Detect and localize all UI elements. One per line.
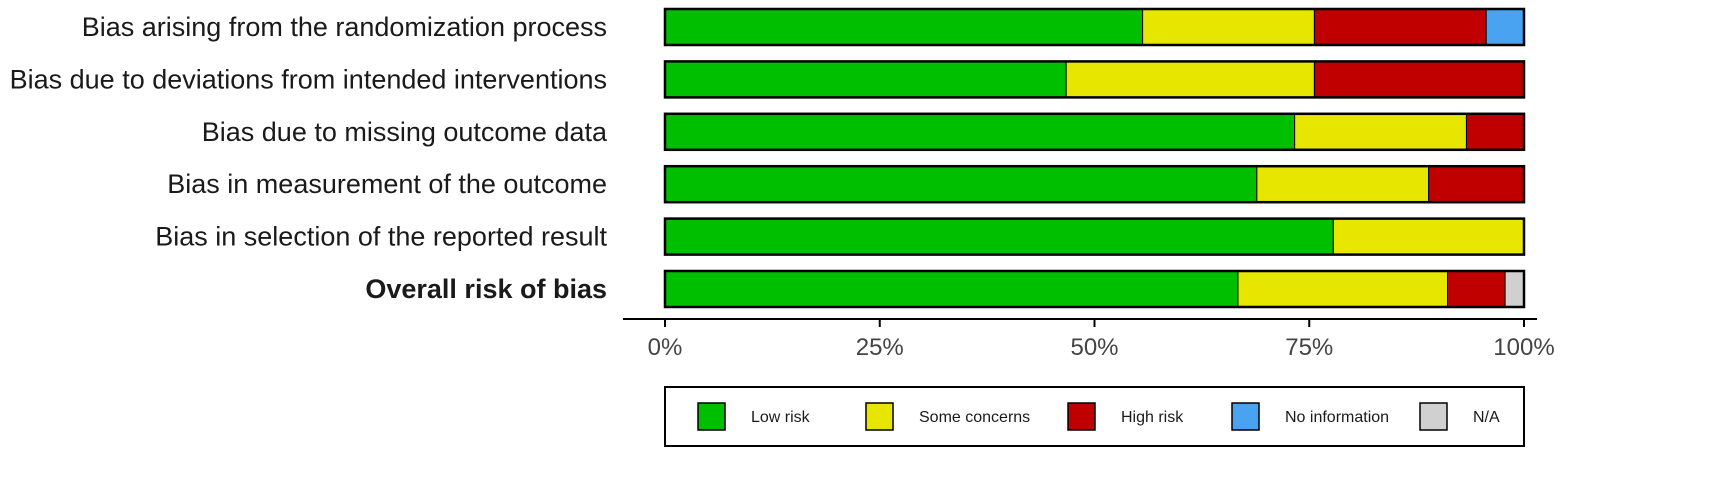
category-label: Bias in measurement of the outcome <box>167 169 607 199</box>
x-tick-label: 50% <box>1070 334 1118 361</box>
bar-segment <box>1332 218 1525 256</box>
bar-segment <box>1485 8 1525 46</box>
bar-segment <box>664 60 1067 98</box>
legend-swatch <box>1231 402 1260 431</box>
legend: Low risk Some concerns High risk No informa… <box>664 386 1525 447</box>
x-axis-ticks: 0% 25% 50% 75% 100% <box>648 319 1555 361</box>
legend-label: Some concerns <box>919 409 1030 426</box>
bar-segment <box>1256 165 1430 203</box>
bar-segment <box>664 8 1144 46</box>
x-tick-label: 100% <box>1493 334 1554 361</box>
bar-segment <box>1447 270 1506 308</box>
category-label: Overall risk of bias <box>365 274 607 304</box>
bar-segment <box>1313 60 1525 98</box>
legend-swatch <box>697 402 726 431</box>
bar-segment <box>664 218 1334 256</box>
bar-segment <box>664 165 1258 203</box>
category-label: Bias due to missing outcome data <box>202 117 608 147</box>
bar-outline <box>663 112 1526 152</box>
bar-outline <box>663 60 1526 99</box>
legend-label: High risk <box>1121 409 1184 426</box>
bar-segment <box>1428 165 1525 203</box>
legend-label: N/A <box>1473 409 1500 426</box>
x-tick-label: 25% <box>856 334 904 361</box>
bar-segment <box>1313 8 1487 46</box>
bar-outline <box>663 7 1526 47</box>
legend-swatch <box>865 402 894 431</box>
bar-segment <box>1504 270 1525 308</box>
bar-segment <box>1142 8 1315 46</box>
bar-segment <box>664 270 1239 308</box>
legend-swatch <box>1067 402 1096 431</box>
bar-outline <box>663 269 1526 309</box>
bar-segment <box>1294 113 1467 151</box>
category-labels: Bias arising from the randomization proc… <box>10 12 608 304</box>
category-label: Bias arising from the randomization proc… <box>82 12 607 42</box>
bar-segment <box>664 113 1296 151</box>
bar-segment <box>1065 60 1315 98</box>
x-tick-label: 0% <box>648 334 683 361</box>
bar-outline <box>663 164 1526 204</box>
bar-outline <box>663 217 1526 256</box>
bar-segment <box>1465 113 1525 151</box>
bar-segment <box>1237 270 1449 308</box>
category-label: Bias due to deviations from intended int… <box>10 64 607 94</box>
legend-label: No information <box>1285 409 1389 426</box>
stacked-bars <box>663 7 1526 309</box>
x-tick-label: 75% <box>1285 334 1333 361</box>
category-label: Bias in selection of the reported result <box>155 222 607 252</box>
legend-label: Low risk <box>751 409 811 426</box>
legend-swatch <box>1419 402 1448 431</box>
